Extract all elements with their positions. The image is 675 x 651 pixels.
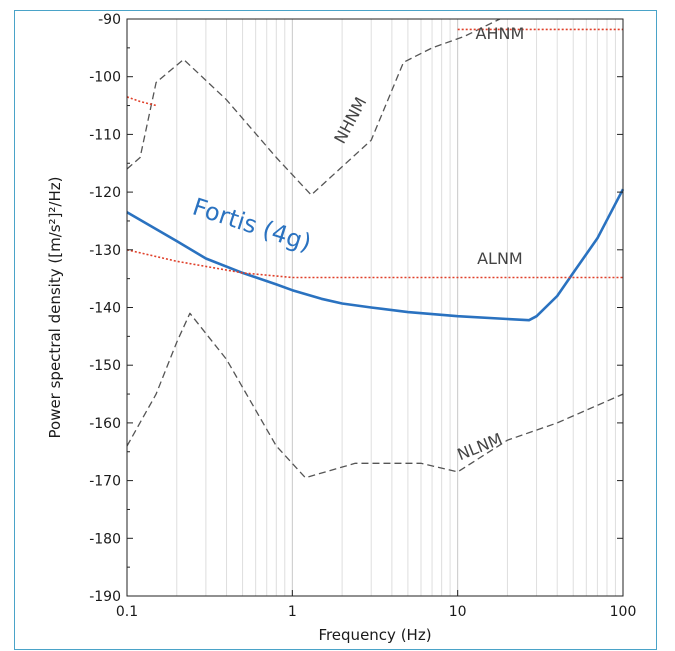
x-tick-label: 0.1 [116, 604, 138, 620]
y-tick-label: -160 [89, 416, 121, 432]
y-tick-label: -140 [89, 301, 121, 317]
series-fortis-4g-line [126, 188, 625, 322]
x-tick-label: 10 [449, 604, 467, 620]
psd-chart: -90 -100 -110 -120 -130 -140 -150 -160 -170 -180 -… [46, 12, 636, 644]
y-tick-label: -120 [89, 185, 121, 201]
x-axis-label: Frequency (Hz) [318, 626, 431, 644]
y-tick-label: -100 [89, 70, 121, 86]
label-ahnm: AHNM [476, 24, 525, 43]
series-ahnm-line [126, 96, 157, 107]
x-tick-label: 100 [610, 604, 637, 620]
y-tick-label: -190 [89, 589, 121, 605]
y-tick-label: -90 [98, 12, 121, 28]
series-alnm-line [126, 249, 623, 279]
label-fortis-4g: Fortis (4g) [189, 193, 315, 258]
series-nlnm-line [126, 312, 624, 479]
y-axis-label: Power spectral density ([m/s²]²/Hz) [46, 177, 64, 439]
y-tick-label: -170 [89, 474, 121, 490]
label-nlnm: NLNM [455, 429, 505, 464]
annotations: AHNM NHNM ALNM NLNM Fortis (4g) [189, 24, 524, 464]
label-nhnm: NHNM [330, 94, 370, 147]
series-nhnm-line [126, 18, 501, 196]
figure-frame: -90 -100 -110 -120 -130 -140 -150 -160 -170 -180 -… [14, 10, 657, 650]
y-tick-label: -110 [89, 127, 121, 143]
label-alnm: ALNM [477, 249, 523, 268]
x-tick-label: 1 [288, 604, 297, 620]
series-layer [126, 18, 625, 479]
y-tick-label: -130 [89, 243, 121, 259]
y-tick-label: -150 [89, 358, 121, 374]
axes: -90 -100 -110 -120 -130 -140 -150 -160 -170 -180 -… [46, 12, 636, 644]
y-tick-label: -180 [89, 531, 121, 547]
